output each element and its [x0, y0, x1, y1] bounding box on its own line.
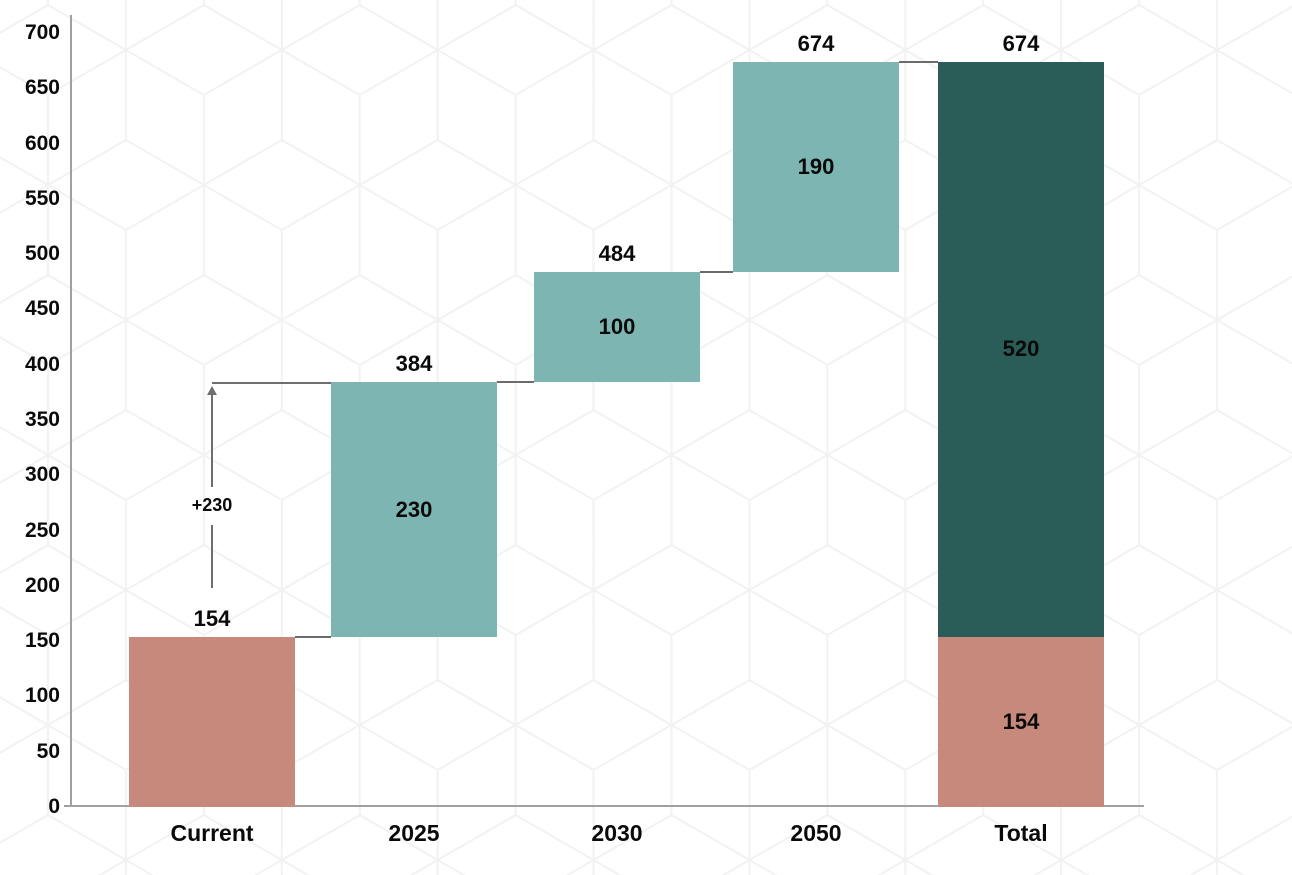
bar-2025-top-label: 384 — [395, 351, 433, 377]
y-tick-label-500: 500 — [24, 242, 60, 266]
x-label-current: Current — [170, 820, 254, 846]
y-tick-label-250: 250 — [24, 518, 60, 542]
bar-2030-top-label: 484 — [598, 240, 636, 266]
connector-current-2025 — [295, 635, 331, 638]
plot-area: 0 50 100 150 200 250 300 350 400 450 500 550 600 650 7… — [25, 15, 1144, 846]
y-axis-line — [70, 15, 72, 807]
x-label-2050: 2050 — [790, 820, 842, 846]
x-label-total: Total — [994, 820, 1048, 846]
bar-2050 — [733, 61, 899, 272]
y-tick-label-650: 650 — [24, 76, 60, 100]
connector-2025-2030 — [497, 381, 534, 384]
y-tick-label-350: 350 — [24, 408, 60, 431]
bar-total-segment-1 — [938, 61, 1104, 637]
x-label-2025: 2025 — [388, 820, 440, 846]
annotation-arrow-upper — [211, 394, 213, 488]
bar-total-segment-0 — [938, 636, 1104, 807]
x-axis-line — [64, 805, 1144, 807]
y-tick-label-550: 550 — [24, 186, 60, 210]
bar-2030 — [534, 271, 700, 383]
x-label-2030: 2030 — [591, 820, 643, 846]
y-tick-label-400: 400 — [24, 352, 60, 376]
bar-2050-top-label: 674 — [797, 30, 835, 56]
annotation-guide-line — [212, 382, 331, 385]
bar-2050-inside-label: 190 — [797, 153, 835, 179]
bar-total-top-label: 674 — [1002, 30, 1040, 56]
annotation-arrowhead — [207, 386, 217, 396]
bar-total-inside-label: 154 — [1002, 708, 1040, 734]
y-tick-label-600: 600 — [24, 131, 60, 155]
bar-2025-inside-label: 230 — [395, 496, 433, 522]
bar-2030-inside-label: 100 — [598, 314, 636, 340]
y-tick-label-100: 100 — [24, 684, 60, 708]
y-tick-label-50: 50 — [36, 739, 60, 763]
y-tick-label-700: 700 — [24, 21, 60, 44]
annotation-arrow-lower — [211, 525, 213, 588]
bar-current — [129, 636, 295, 807]
connector-2050-total — [899, 60, 938, 63]
bar-current-top-label: 154 — [193, 605, 231, 631]
annotation-label: +230 — [191, 495, 233, 516]
y-tick-label-450: 450 — [24, 297, 60, 321]
y-tick-label-200: 200 — [24, 573, 60, 597]
connector-2030-2050 — [700, 270, 733, 273]
bar-total-inside-label: 520 — [1002, 336, 1040, 362]
y-tick-label-0: 0 — [48, 795, 60, 818]
y-tick-label-150: 150 — [24, 629, 60, 653]
bar-2025 — [331, 382, 497, 637]
y-tick-label-300: 300 — [24, 463, 60, 487]
